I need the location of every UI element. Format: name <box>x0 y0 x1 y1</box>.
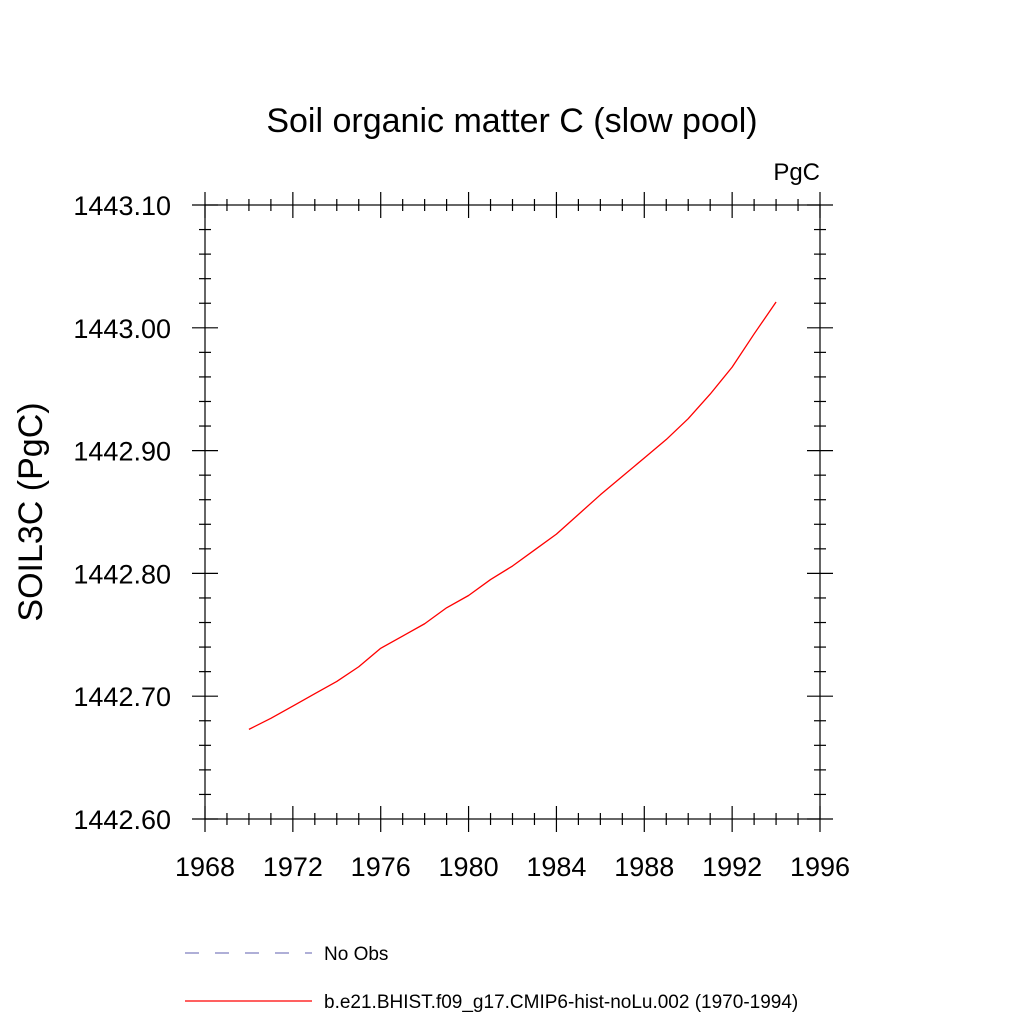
legend-label-1: b.e21.BHIST.f09_g17.CMIP6-hist-noLu.002 … <box>324 992 798 1013</box>
y-tick-label: 1442.80 <box>73 559 171 589</box>
axis-ticks <box>192 192 833 832</box>
x-tick-label: 1972 <box>263 852 323 882</box>
y-tick-label: 1442.90 <box>73 437 171 467</box>
chart-title: Soil organic matter C (slow pool) <box>266 102 757 140</box>
data-series <box>248 301 777 730</box>
x-tick-label: 1996 <box>790 852 850 882</box>
x-tick-label: 1988 <box>614 852 674 882</box>
y-axis-label: SOIL3C (PgC) <box>12 402 50 621</box>
series-line-0 <box>248 301 777 730</box>
x-tick-label: 1968 <box>175 852 235 882</box>
legend: No Obs b.e21.BHIST.f09_g17.CMIP6-hist-noL… <box>185 944 798 1013</box>
y-tick-label: 1443.10 <box>73 191 171 221</box>
legend-label-0: No Obs <box>324 944 388 965</box>
x-tick-label: 1980 <box>439 852 499 882</box>
axis-tick-labels: 1968 1972 1976 1980 1984 1988 1992 1996 1442.60 1… <box>73 191 850 882</box>
units-label: PgC <box>773 159 820 186</box>
x-tick-label: 1984 <box>526 852 586 882</box>
plot-frame <box>204 204 821 820</box>
y-tick-label: 1442.60 <box>73 805 171 835</box>
x-tick-label: 1992 <box>702 852 762 882</box>
y-tick-label: 1443.00 <box>73 314 171 344</box>
y-tick-label: 1442.70 <box>73 682 171 712</box>
x-tick-label: 1976 <box>351 852 411 882</box>
